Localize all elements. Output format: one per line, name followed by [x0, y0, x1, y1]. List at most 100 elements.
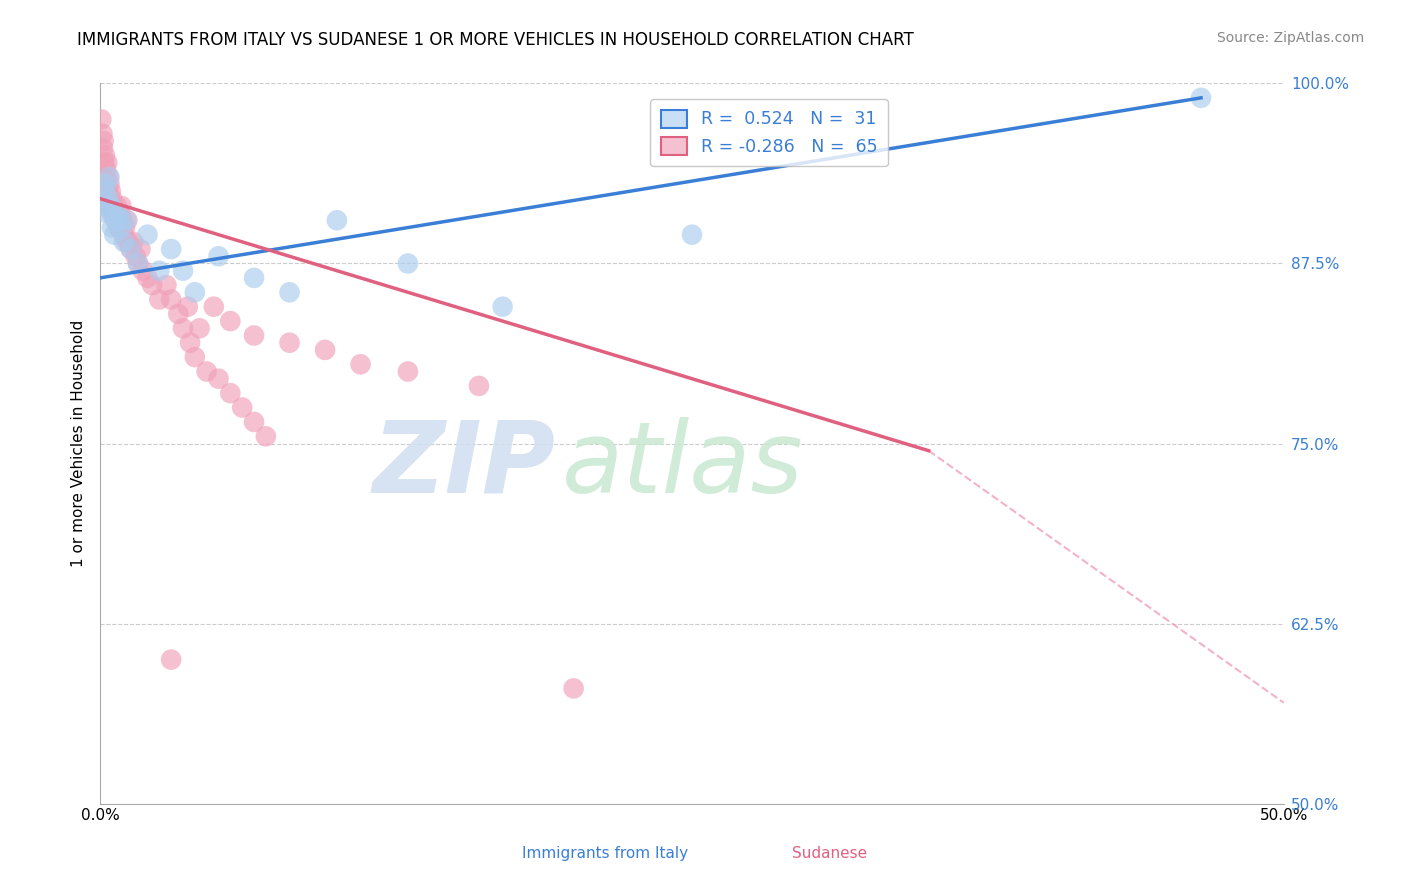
Point — [132, 263, 155, 277]
Point — [91, 127, 114, 141]
Point — [103, 227, 125, 242]
Point — [396, 256, 419, 270]
Point — [96, 206, 118, 220]
Point — [254, 429, 277, 443]
Point — [108, 213, 131, 227]
Point — [98, 170, 121, 185]
Text: Source: ZipAtlas.com: Source: ZipAtlas.com — [1216, 31, 1364, 45]
Point — [104, 213, 127, 227]
Point — [160, 293, 183, 307]
Point — [96, 178, 118, 192]
Point — [94, 148, 117, 162]
Point — [120, 242, 142, 256]
Point — [100, 199, 122, 213]
Text: IMMIGRANTS FROM ITALY VS SUDANESE 1 OR MORE VEHICLES IN HOUSEHOLD CORRELATION CH: IMMIGRANTS FROM ITALY VS SUDANESE 1 OR M… — [77, 31, 914, 49]
Point — [96, 155, 118, 169]
Point — [155, 278, 177, 293]
Point — [127, 256, 149, 270]
Point — [115, 235, 138, 249]
Point — [97, 170, 120, 185]
Point — [114, 220, 136, 235]
Point — [93, 134, 115, 148]
Point — [110, 220, 132, 235]
Point — [124, 249, 146, 263]
Point — [179, 335, 201, 350]
Point — [101, 192, 124, 206]
Point — [108, 206, 131, 220]
Point — [98, 192, 121, 206]
Point — [172, 263, 194, 277]
Text: Immigrants from Italy: Immigrants from Italy — [522, 846, 688, 861]
Point — [160, 242, 183, 256]
Point — [243, 328, 266, 343]
Text: Sudanese: Sudanese — [792, 846, 868, 861]
Point — [188, 321, 211, 335]
Point — [681, 227, 703, 242]
Point — [468, 379, 491, 393]
Point — [167, 307, 190, 321]
Point — [98, 178, 121, 192]
Point — [93, 155, 115, 169]
Point — [104, 213, 127, 227]
Point — [112, 235, 135, 249]
Point — [326, 213, 349, 227]
Point — [111, 213, 134, 227]
Point — [136, 227, 159, 242]
Point — [207, 372, 229, 386]
Point — [103, 206, 125, 220]
Point — [112, 227, 135, 242]
Point — [98, 199, 121, 213]
Point — [117, 235, 139, 249]
Point — [100, 185, 122, 199]
Point — [396, 364, 419, 378]
Point — [101, 220, 124, 235]
Point — [101, 199, 124, 213]
Point — [278, 285, 301, 300]
Point — [115, 213, 138, 227]
Point — [562, 681, 585, 696]
Point — [97, 192, 120, 206]
Point — [219, 386, 242, 401]
Point — [129, 242, 152, 256]
Point — [127, 256, 149, 270]
Point — [101, 206, 124, 220]
Point — [94, 170, 117, 185]
Text: ZIP: ZIP — [373, 417, 555, 514]
Legend: R =  0.524   N =  31, R = -0.286   N =  65: R = 0.524 N = 31, R = -0.286 N = 65 — [650, 99, 887, 166]
Point — [148, 263, 170, 277]
Point — [141, 278, 163, 293]
Point — [94, 162, 117, 177]
Point — [202, 300, 225, 314]
Point — [491, 300, 513, 314]
Point — [90, 112, 112, 127]
Point — [100, 206, 122, 220]
Point — [349, 357, 371, 371]
Point — [94, 185, 117, 199]
Point — [107, 220, 129, 235]
Point — [97, 185, 120, 199]
Point — [231, 401, 253, 415]
Point — [184, 285, 207, 300]
Point — [110, 199, 132, 213]
Point — [177, 300, 200, 314]
Point — [207, 249, 229, 263]
Point — [105, 199, 128, 213]
Point — [219, 314, 242, 328]
Point — [314, 343, 336, 357]
Point — [105, 206, 128, 220]
Point — [110, 220, 132, 235]
Point — [160, 652, 183, 666]
Point — [243, 271, 266, 285]
Point — [243, 415, 266, 429]
Point — [120, 242, 142, 256]
Point — [136, 271, 159, 285]
Point — [1189, 91, 1212, 105]
Point — [184, 350, 207, 364]
Point — [93, 199, 115, 213]
Point — [148, 293, 170, 307]
Point — [195, 364, 218, 378]
Text: atlas: atlas — [562, 417, 803, 514]
Point — [172, 321, 194, 335]
Point — [122, 235, 145, 249]
Point — [278, 335, 301, 350]
